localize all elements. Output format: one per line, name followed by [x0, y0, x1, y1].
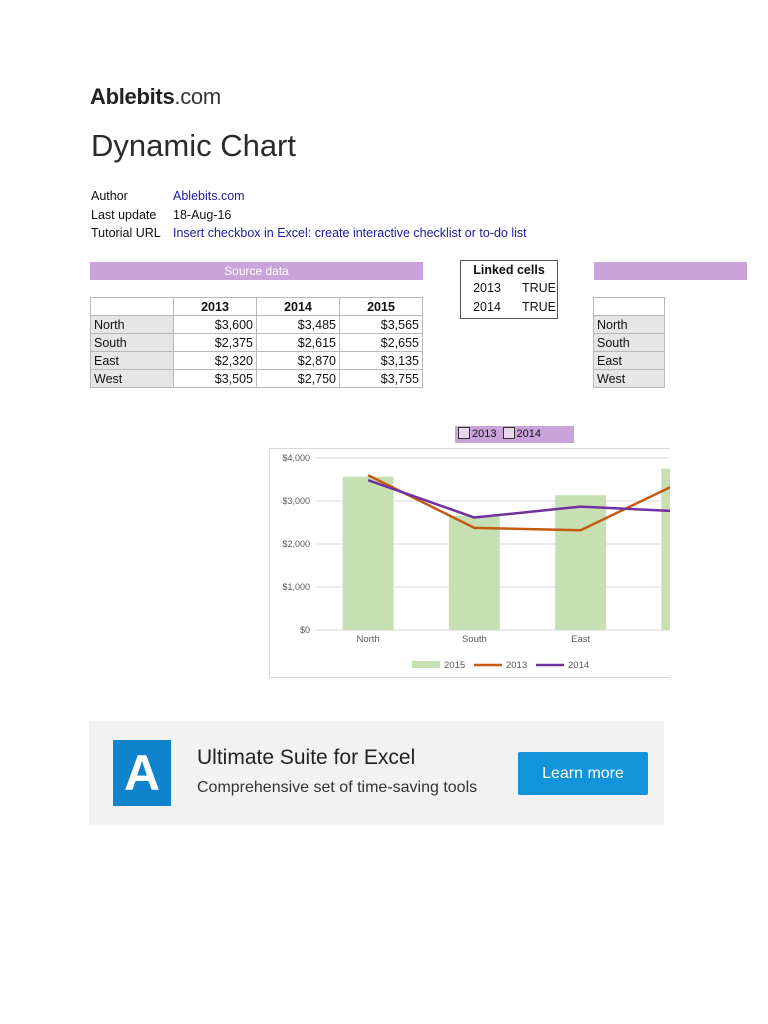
- bar-2015-south: [448, 515, 500, 630]
- region-cell[interactable]: North: [593, 315, 665, 334]
- meta-update-row: Last update 18-Aug-16: [91, 206, 527, 225]
- year-header[interactable]: 2015: [339, 297, 423, 316]
- meta-author-row: Author Ablebits.com: [91, 187, 527, 206]
- meta-url-row: Tutorial URL Insert checkbox in Excel: c…: [91, 224, 527, 243]
- y-tick-label: $3,000: [282, 496, 310, 506]
- region-cell[interactable]: South: [593, 333, 665, 352]
- chart-data-table: North South East West: [593, 297, 665, 388]
- linked-cells-box: Linked cells 2013 TRUE 2014 TRUE: [460, 260, 558, 319]
- region-cell[interactable]: South: [90, 333, 174, 352]
- line-series-2013: [367, 474, 670, 532]
- ultimate-suite-logo-icon: A: [113, 740, 171, 806]
- legend-label-2013: 2013: [506, 660, 527, 671]
- page-title: Dynamic Chart: [91, 128, 296, 163]
- checkbox-label: 2013: [472, 428, 497, 440]
- y-tick-label: $1,000: [282, 582, 310, 592]
- table-row: West $3,505 $2,750 $3,755: [90, 369, 423, 388]
- year-header[interactable]: 2013: [173, 297, 257, 316]
- legend-swatch-2015: [412, 661, 440, 668]
- table-header-row: 2013 2014 2015: [90, 297, 423, 316]
- ablebits-logo: Ablebits.com: [90, 84, 221, 110]
- region-cell[interactable]: West: [90, 369, 174, 388]
- chart-data-band: [594, 262, 747, 280]
- logo-brand: Ablebits: [90, 84, 175, 109]
- logo-suffix: .com: [174, 84, 221, 109]
- x-tick-label: North: [357, 634, 380, 645]
- checkbox-band: 2013 2014: [455, 426, 574, 443]
- checkbox-2013[interactable]: [458, 427, 470, 440]
- table-corner-cell[interactable]: [593, 297, 665, 316]
- learn-more-button[interactable]: Learn more: [518, 752, 648, 795]
- y-tick-label: $2,000: [282, 539, 310, 549]
- linked-value: TRUE: [521, 281, 556, 295]
- source-data-band: Source data: [90, 262, 423, 280]
- tutorial-url-link[interactable]: Insert checkbox in Excel: create interac…: [173, 226, 527, 240]
- banner-subtitle: Comprehensive set of time-saving tools: [197, 779, 478, 796]
- table-row: South: [593, 333, 665, 352]
- table-header-row: [593, 297, 665, 316]
- linked-cell-row[interactable]: 2014 TRUE: [461, 298, 557, 317]
- value-cell[interactable]: $3,600: [173, 315, 257, 334]
- chart-svg: $0 $1,000 $2,000 $3,000 $4,000 North South East…: [282, 453, 670, 671]
- author-label: Author: [91, 189, 128, 203]
- line-series-2014: [367, 478, 670, 519]
- x-tick-label: South: [462, 634, 487, 645]
- value-cell[interactable]: $3,505: [173, 369, 257, 388]
- banner-title: Ultimate Suite for Excel: [197, 746, 416, 769]
- linked-year: 2013: [473, 281, 501, 295]
- table-row: East: [593, 351, 665, 370]
- promo-banner: A Ultimate Suite for Excel Comprehensive…: [89, 721, 664, 825]
- region-cell[interactable]: North: [90, 315, 174, 334]
- value-cell[interactable]: $2,320: [173, 351, 257, 370]
- value-cell[interactable]: $2,870: [256, 351, 340, 370]
- legend-label-2014: 2014: [568, 660, 589, 671]
- legend-label-2015: 2015: [444, 660, 465, 671]
- linked-value: TRUE: [521, 299, 556, 314]
- y-tick-label: $4,000: [282, 453, 310, 463]
- table-corner-cell[interactable]: [90, 297, 174, 316]
- linked-year: 2014: [473, 299, 501, 314]
- value-cell[interactable]: $2,750: [256, 369, 340, 388]
- source-data-table: 2013 2014 2015 North $3,600 $3,485 $3,56…: [90, 297, 423, 388]
- region-cell[interactable]: East: [90, 351, 174, 370]
- year-header[interactable]: 2014: [256, 297, 340, 316]
- value-cell[interactable]: $2,615: [256, 333, 340, 352]
- bar-2015-east: [555, 495, 607, 630]
- last-update-value: 18-Aug-16: [173, 207, 232, 222]
- table-row: North $3,600 $3,485 $3,565: [90, 315, 423, 334]
- value-cell[interactable]: $3,755: [339, 369, 423, 388]
- meta-info: Author Ablebits.com Last update 18-Aug-1…: [91, 187, 527, 243]
- last-update-label: Last update: [91, 207, 157, 222]
- dynamic-chart[interactable]: $0 $1,000 $2,000 $3,000 $4,000 North South East…: [269, 448, 670, 678]
- region-cell[interactable]: East: [593, 351, 665, 370]
- value-cell[interactable]: $2,655: [339, 333, 423, 352]
- table-row: North: [593, 315, 665, 334]
- region-cell[interactable]: West: [593, 369, 665, 388]
- y-tick-label: $0: [300, 625, 310, 635]
- checkbox-label: 2014: [516, 428, 542, 440]
- bar-2015-north: [342, 476, 394, 630]
- value-cell[interactable]: $3,565: [339, 315, 423, 334]
- table-row: East $2,320 $2,870 $3,135: [90, 351, 423, 370]
- value-cell[interactable]: $2,375: [173, 333, 257, 352]
- checkbox-2014[interactable]: [502, 427, 515, 440]
- x-tick-label: East: [571, 634, 590, 645]
- table-row: West: [593, 369, 665, 388]
- linked-cells-title: Linked cells: [473, 263, 545, 277]
- linked-cell-row[interactable]: 2013 TRUE: [461, 279, 557, 298]
- author-link[interactable]: Ablebits.com: [173, 189, 245, 203]
- value-cell[interactable]: $3,135: [339, 351, 423, 370]
- value-cell[interactable]: $3,485: [256, 315, 340, 334]
- tutorial-url-label: Tutorial URL: [91, 226, 161, 240]
- bar-2015-west: [661, 468, 670, 630]
- table-row: South $2,375 $2,615 $2,655: [90, 333, 423, 352]
